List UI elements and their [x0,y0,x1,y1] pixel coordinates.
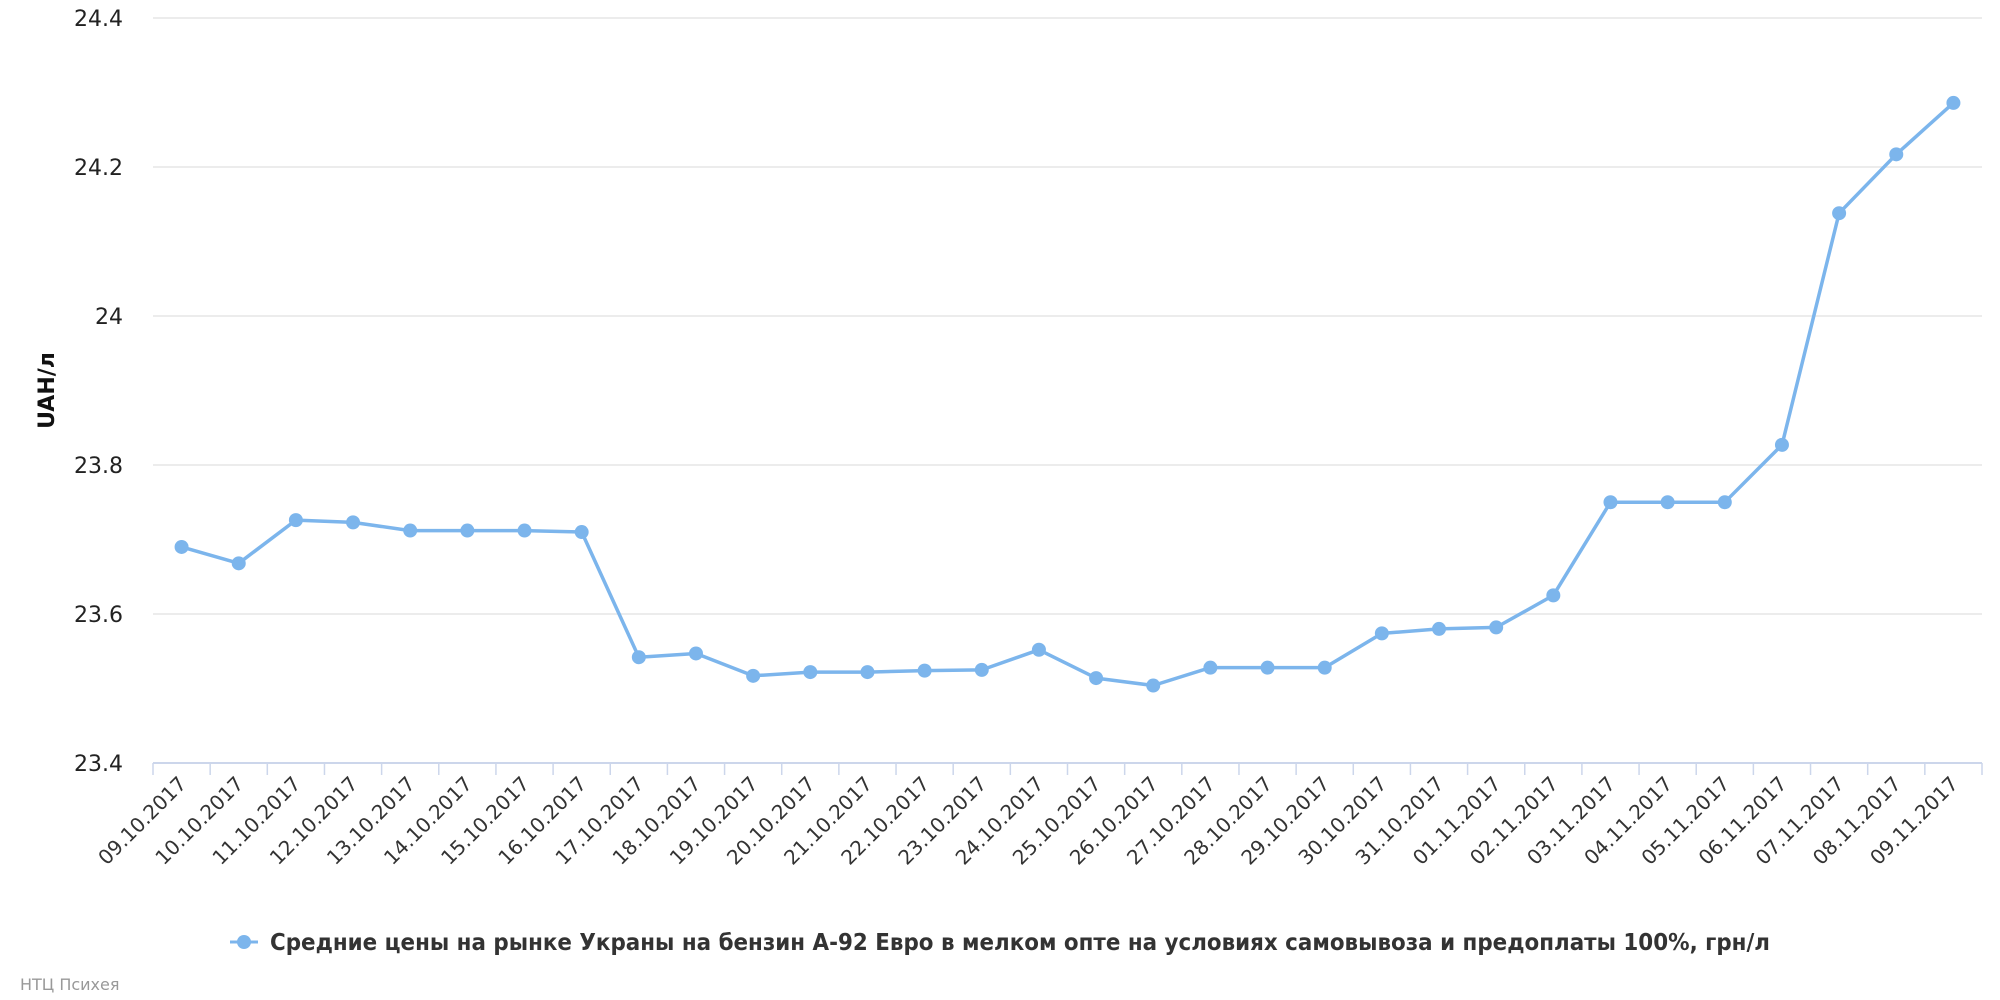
y-axis-ticks: 23.4 23.6 23.8 24 24.2 24.4 [74,7,123,777]
data-point[interactable] [631,650,646,665]
legend-label: Средние цены на рынке Украны на бензин А… [270,930,1770,956]
data-point[interactable] [1260,660,1275,675]
data-point[interactable] [403,523,418,538]
data-point[interactable] [974,662,989,677]
data-point[interactable] [1317,660,1332,675]
y-tick-label: 23.6 [74,603,123,628]
data-point[interactable] [1889,147,1904,162]
data-point[interactable] [860,665,875,680]
data-point[interactable] [574,525,589,540]
data-point[interactable] [1774,437,1789,452]
y-axis-title: UAH/л [35,352,60,429]
series-points [174,95,1961,693]
data-point[interactable] [803,665,818,680]
data-point[interactable] [460,523,475,538]
legend[interactable]: Средние цены на рынке Украны на бензин А… [230,930,1770,956]
y-tick-label: 24 [95,305,123,330]
data-point[interactable] [917,663,932,678]
series-line [181,101,1955,688]
data-point[interactable] [1546,588,1561,603]
data-point[interactable] [1203,660,1218,675]
data-point[interactable] [1603,495,1618,510]
data-point[interactable] [1432,621,1447,636]
data-point[interactable] [1374,626,1389,641]
y-tick-label: 23.8 [74,454,123,479]
data-point[interactable] [746,668,761,683]
data-point[interactable] [1717,495,1732,510]
data-point[interactable] [1660,495,1675,510]
data-point[interactable] [288,513,303,528]
x-axis-ticks: 09.10.201710.10.201711.10.201712.10.2017… [93,763,1983,870]
grid-lines [153,17,1982,615]
data-point[interactable] [1031,642,1046,657]
data-point[interactable] [231,556,246,571]
legend-point-marker [237,935,251,949]
y-tick-label: 24.4 [74,7,123,32]
data-point[interactable] [346,515,361,530]
data-point[interactable] [1489,620,1504,635]
data-point[interactable] [688,646,703,661]
data-point[interactable] [1146,678,1161,693]
data-point[interactable] [174,539,189,554]
data-point[interactable] [1089,671,1104,686]
credit-text[interactable]: НТЦ Психея [20,975,119,994]
data-point[interactable] [1832,206,1847,221]
y-tick-label: 24.2 [74,156,123,181]
y-tick-label: 23.4 [74,752,123,777]
data-point[interactable] [517,523,532,538]
data-point[interactable] [1946,95,1961,110]
